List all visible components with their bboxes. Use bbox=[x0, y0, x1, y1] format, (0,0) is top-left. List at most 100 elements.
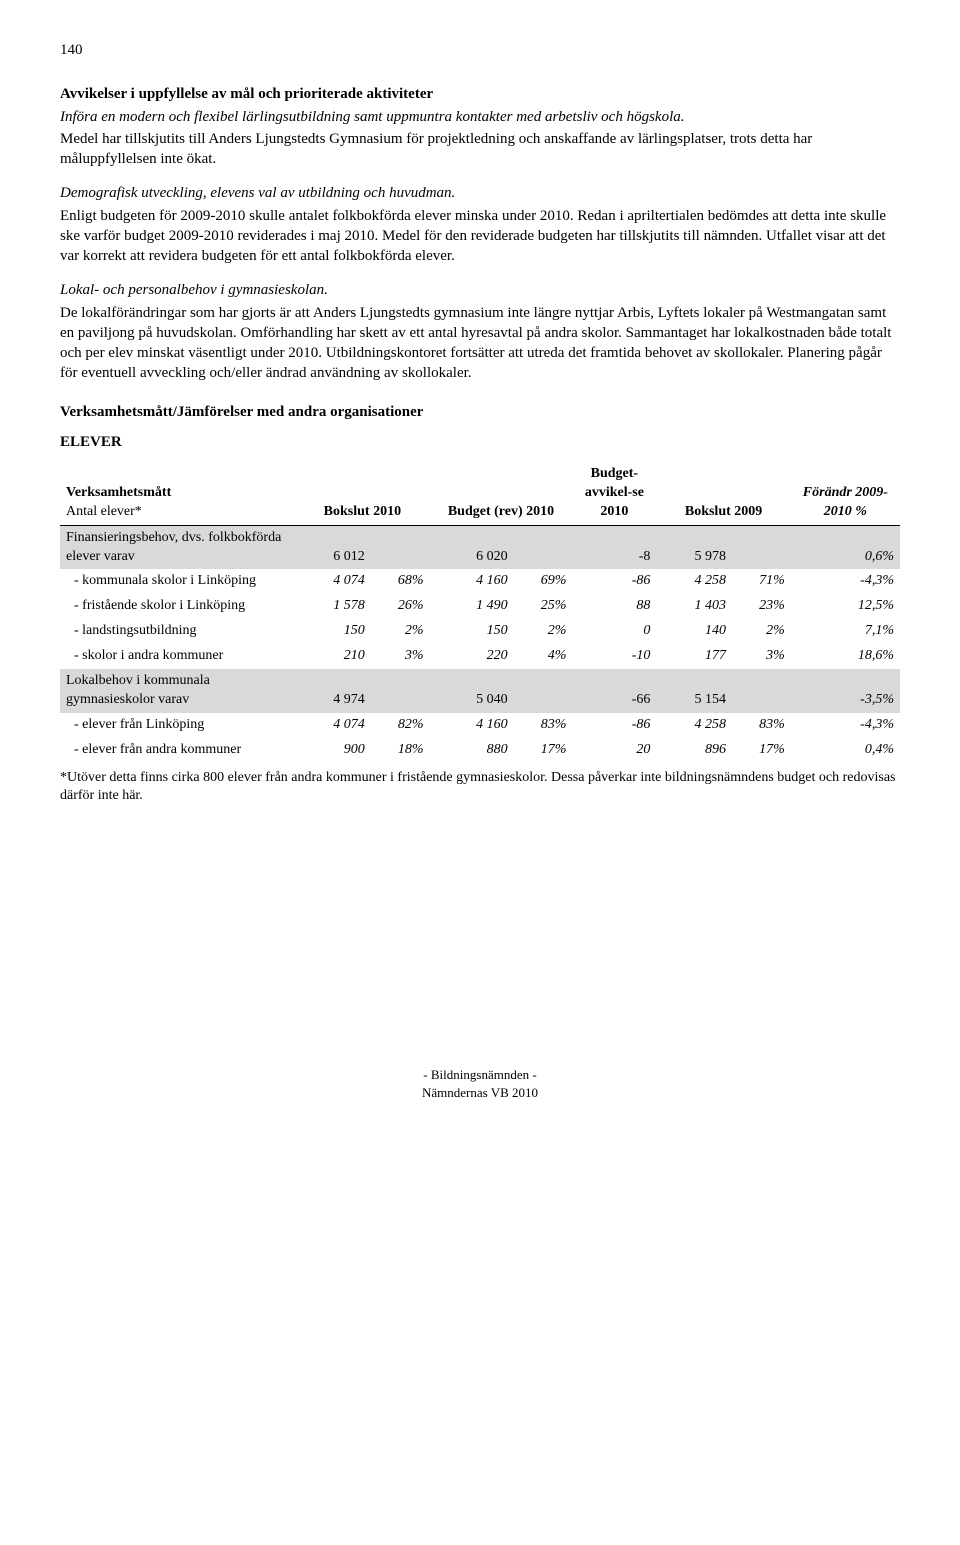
table-row: fristående skolor i Linköping1 57826%1 4… bbox=[60, 594, 900, 619]
row-label: elever från Linköping bbox=[60, 713, 295, 738]
th-label-line2: Antal elever* bbox=[66, 503, 289, 522]
cell: 0,6% bbox=[791, 525, 900, 569]
cell: 12,5% bbox=[791, 594, 900, 619]
para2-italic: Demografisk utveckling, elevens val av u… bbox=[60, 183, 900, 203]
cell: 17% bbox=[514, 738, 573, 763]
cell: 1 578 bbox=[295, 594, 371, 619]
cell: 83% bbox=[732, 713, 791, 738]
cell bbox=[371, 669, 430, 713]
cell: 5 978 bbox=[656, 525, 732, 569]
cell: 900 bbox=[295, 738, 371, 763]
cell: 3% bbox=[371, 644, 430, 669]
cell: 140 bbox=[656, 619, 732, 644]
cell bbox=[732, 669, 791, 713]
cell: 4 160 bbox=[430, 713, 514, 738]
row-label: elever från andra kommuner bbox=[60, 738, 295, 763]
cell: 4 974 bbox=[295, 669, 371, 713]
cell: 4% bbox=[514, 644, 573, 669]
table-row: elever från andra kommuner90018%88017%20… bbox=[60, 738, 900, 763]
cell: 4 258 bbox=[656, 569, 732, 594]
cell bbox=[514, 525, 573, 569]
para1-italic-text: Införa en modern och flexibel lärlingsut… bbox=[60, 109, 685, 125]
footer: - Bildningsnämnden - Nämndernas VB 2010 bbox=[60, 1066, 900, 1101]
th-label-line1: Verksamhetsmått bbox=[66, 484, 289, 503]
th-label: Verksamhetsmått Antal elever* bbox=[60, 462, 295, 525]
cell: 150 bbox=[430, 619, 514, 644]
cell: 5 040 bbox=[430, 669, 514, 713]
row-label: fristående skolor i Linköping bbox=[60, 594, 295, 619]
row-label: Lokalbehov i kommunala gymnasieskolor va… bbox=[60, 669, 295, 713]
cell: 82% bbox=[371, 713, 430, 738]
table-row: Lokalbehov i kommunala gymnasieskolor va… bbox=[60, 669, 900, 713]
cell: -4,3% bbox=[791, 713, 900, 738]
cell: 0,4% bbox=[791, 738, 900, 763]
cell: 20 bbox=[572, 738, 656, 763]
elever-table: Verksamhetsmått Antal elever* Bokslut 20… bbox=[60, 462, 900, 763]
para2-italic-text: Demografisk utveckling, elevens val av u… bbox=[60, 185, 455, 201]
cell: 1 403 bbox=[656, 594, 732, 619]
cell: 3% bbox=[732, 644, 791, 669]
sub-heading-elever: ELEVER bbox=[60, 432, 900, 452]
cell: 26% bbox=[371, 594, 430, 619]
cell: 25% bbox=[514, 594, 573, 619]
cell: 220 bbox=[430, 644, 514, 669]
cell: -86 bbox=[572, 713, 656, 738]
cell: 71% bbox=[732, 569, 791, 594]
th-budget2010: Budget (rev) 2010 bbox=[430, 462, 573, 525]
th-bokslut2010: Bokslut 2010 bbox=[295, 462, 429, 525]
cell: 69% bbox=[514, 569, 573, 594]
th-bokslut2009: Bokslut 2009 bbox=[656, 462, 790, 525]
cell: 23% bbox=[732, 594, 791, 619]
cell: -3,5% bbox=[791, 669, 900, 713]
cell: 0 bbox=[572, 619, 656, 644]
cell: 880 bbox=[430, 738, 514, 763]
footnote: *Utöver detta finns cirka 800 elever frå… bbox=[60, 769, 900, 807]
page-number: 140 bbox=[60, 40, 900, 60]
table-header-row: Verksamhetsmått Antal elever* Bokslut 20… bbox=[60, 462, 900, 525]
row-label: skolor i andra kommuner bbox=[60, 644, 295, 669]
table-row: skolor i andra kommuner2103%2204%-101773… bbox=[60, 644, 900, 669]
cell: 18% bbox=[371, 738, 430, 763]
para3b: De lokalförändringar som har gjorts är a… bbox=[60, 303, 900, 384]
cell bbox=[371, 525, 430, 569]
cell: 6 020 bbox=[430, 525, 514, 569]
cell: 1 490 bbox=[430, 594, 514, 619]
table-row: landstingsutbildning1502%1502%01402%7,1% bbox=[60, 619, 900, 644]
footer-line2: Nämndernas VB 2010 bbox=[60, 1084, 900, 1102]
cell: 5 154 bbox=[656, 669, 732, 713]
para1b: Medel har tillskjutits till Anders Ljung… bbox=[60, 129, 900, 170]
cell: 18,6% bbox=[791, 644, 900, 669]
cell bbox=[732, 525, 791, 569]
table-row: Finansieringsbehov, dvs. folkbokförda el… bbox=[60, 525, 900, 569]
cell: 2% bbox=[514, 619, 573, 644]
cell: 4 160 bbox=[430, 569, 514, 594]
cell: 150 bbox=[295, 619, 371, 644]
cell: 4 258 bbox=[656, 713, 732, 738]
table-row: elever från Linköping4 07482%4 16083%-86… bbox=[60, 713, 900, 738]
cell: 17% bbox=[732, 738, 791, 763]
row-label: landstingsutbildning bbox=[60, 619, 295, 644]
th-avvikelse: Budget-avvikel-se 2010 bbox=[572, 462, 656, 525]
cell: 896 bbox=[656, 738, 732, 763]
para3-italic-text: Lokal- och personalbehov i gymnasieskola… bbox=[60, 282, 328, 298]
para3-italic: Lokal- och personalbehov i gymnasieskola… bbox=[60, 280, 900, 300]
cell: 7,1% bbox=[791, 619, 900, 644]
cell: 4 074 bbox=[295, 569, 371, 594]
cell: -10 bbox=[572, 644, 656, 669]
cell: -66 bbox=[572, 669, 656, 713]
cell: 88 bbox=[572, 594, 656, 619]
cell: -8 bbox=[572, 525, 656, 569]
cell: 2% bbox=[732, 619, 791, 644]
section-heading: Verksamhetsmått/Jämförelser med andra or… bbox=[60, 402, 900, 422]
cell: -4,3% bbox=[791, 569, 900, 594]
table-body: Finansieringsbehov, dvs. folkbokförda el… bbox=[60, 525, 900, 762]
th-forandr: Förändr 2009-2010 % bbox=[791, 462, 900, 525]
cell: 83% bbox=[514, 713, 573, 738]
cell: -86 bbox=[572, 569, 656, 594]
cell: 2% bbox=[371, 619, 430, 644]
table-row: kommunala skolor i Linköping4 07468%4 16… bbox=[60, 569, 900, 594]
footer-line1: - Bildningsnämnden - bbox=[60, 1066, 900, 1084]
heading-avvikelser: Avvikelser i uppfyllelse av mål och prio… bbox=[60, 84, 900, 104]
cell: 68% bbox=[371, 569, 430, 594]
para2b: Enligt budgeten för 2009-2010 skulle ant… bbox=[60, 206, 900, 267]
